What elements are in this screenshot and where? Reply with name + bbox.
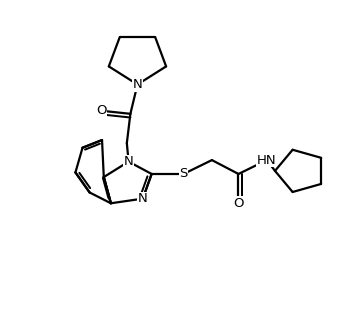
Text: N: N	[124, 155, 134, 168]
Text: N: N	[132, 78, 142, 91]
Text: HN: HN	[257, 154, 276, 167]
Text: O: O	[233, 197, 244, 210]
Text: N: N	[138, 192, 148, 205]
Text: S: S	[179, 167, 188, 181]
Text: O: O	[96, 104, 107, 117]
